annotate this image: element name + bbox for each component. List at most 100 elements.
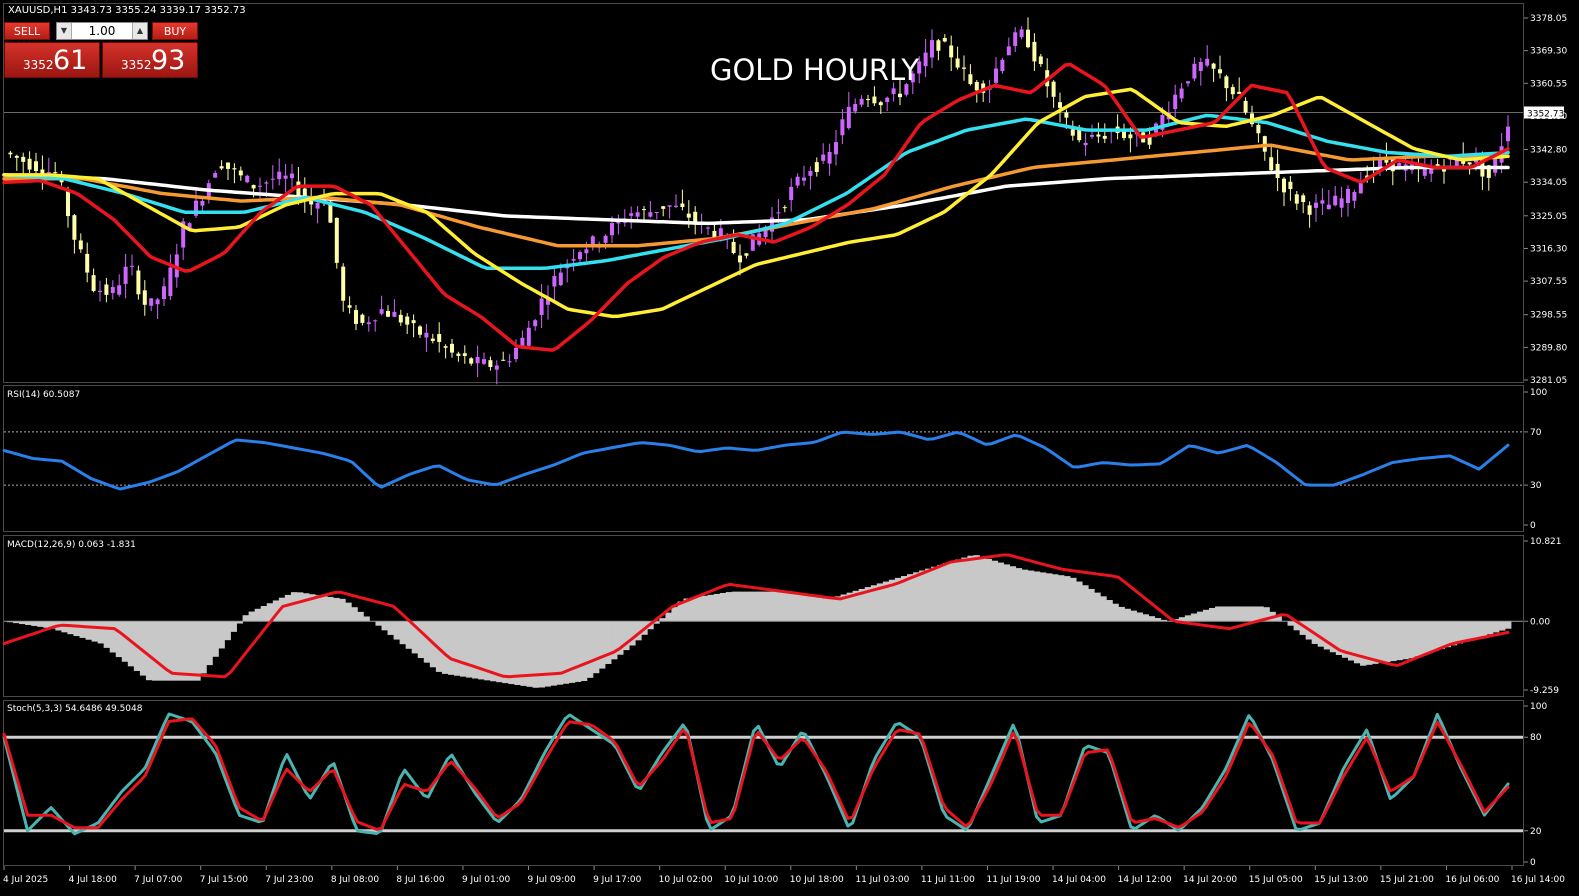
macd-bar xyxy=(629,621,636,646)
bear-candle xyxy=(1486,165,1491,178)
bull-candle xyxy=(1506,126,1510,142)
macd-bar xyxy=(417,621,425,659)
bear-candle xyxy=(405,316,410,325)
bull-candle xyxy=(891,88,896,95)
bull-candle xyxy=(1346,188,1350,204)
macd-bar xyxy=(1124,608,1131,622)
macd-bar xyxy=(973,555,980,622)
bear-candle xyxy=(21,156,26,162)
macd-bar xyxy=(405,621,413,649)
buy-button[interactable]: BUY xyxy=(152,22,198,40)
macd-bar xyxy=(1070,577,1077,622)
rsi-panel[interactable]: 100 70 30 0 xyxy=(2,388,1547,531)
bull-candle xyxy=(603,235,608,243)
stoch-signal-line xyxy=(2,717,1510,831)
macd-bar xyxy=(339,598,346,622)
macd-bar xyxy=(913,572,920,622)
sell-price-box[interactable]: 3352 61 xyxy=(4,42,100,78)
macd-bar xyxy=(363,616,370,622)
macd-bar xyxy=(224,621,231,641)
lot-size-field[interactable]: ▼ 1.00 ▲ xyxy=(56,22,148,40)
macd-bar xyxy=(139,621,147,676)
bear-candle xyxy=(1269,157,1274,171)
time-tick-label: 9 Jul 09:00 xyxy=(528,875,577,885)
stoch-panel[interactable]: 100 80 20 0 xyxy=(2,702,1547,868)
bull-candle xyxy=(1090,134,1094,137)
bull-candle xyxy=(526,327,531,346)
bull-candle xyxy=(1205,58,1210,66)
bull-candle xyxy=(1326,204,1331,210)
macd-signal-line xyxy=(2,553,1510,679)
macd-bar xyxy=(876,583,884,622)
bull-candle xyxy=(1019,29,1024,38)
bear-candle xyxy=(1026,29,1030,48)
macd-bar xyxy=(1136,612,1143,622)
macd-bar xyxy=(1209,607,1216,622)
macd-bar xyxy=(695,596,703,622)
macd-bar xyxy=(1366,621,1373,665)
bear-candle xyxy=(232,168,237,170)
time-tick-label: 11 Jul 19:00 xyxy=(986,875,1040,885)
bear-candle xyxy=(1128,134,1133,139)
bull-candle xyxy=(667,205,672,207)
bear-candle xyxy=(738,255,742,263)
bear-candle xyxy=(878,102,883,106)
lot-increase-icon[interactable]: ▲ xyxy=(132,23,147,39)
macd-bar xyxy=(315,595,322,622)
bear-candle xyxy=(347,305,352,308)
macd-bar xyxy=(1450,621,1458,646)
bull-candle xyxy=(514,347,518,360)
time-tick-label: 15 Jul 05:00 xyxy=(1249,875,1303,885)
sell-price-prefix: 3352 xyxy=(23,58,54,72)
bear-candle xyxy=(1147,134,1152,145)
bear-candle xyxy=(66,188,70,217)
bear-candle xyxy=(712,230,717,239)
bear-candle xyxy=(219,166,224,169)
macd-bar xyxy=(822,598,829,622)
price-axis-tick-label: 3369.30 xyxy=(1530,47,1567,57)
macd-bar xyxy=(1378,621,1385,663)
sell-button[interactable]: SELL xyxy=(4,22,50,40)
bear-candle xyxy=(680,203,685,207)
macd-bar xyxy=(1154,618,1162,622)
buy-price-prefix: 3352 xyxy=(121,58,152,72)
macd-bar xyxy=(266,603,274,622)
bull-candle xyxy=(558,272,563,286)
bull-candle xyxy=(392,311,397,317)
macd-panel[interactable]: 10.821 0.00 -9.259 xyxy=(2,537,1562,696)
bull-candle xyxy=(539,298,544,315)
bull-candle xyxy=(706,227,710,229)
macd-bar xyxy=(387,621,394,635)
stoch-label: Stoch(5,3,3) 54.6486 49.5048 xyxy=(7,704,143,714)
macd-bar xyxy=(900,576,908,622)
stoch-axis-tick-label: 0 xyxy=(1530,858,1536,868)
bear-candle xyxy=(1243,100,1248,113)
macd-bar xyxy=(79,621,86,638)
buy-price-box[interactable]: 3352 93 xyxy=(102,42,198,78)
price-axis-tick-label: 3378.05 xyxy=(1530,14,1567,24)
bear-candle xyxy=(1058,102,1062,108)
macd-bar xyxy=(357,611,364,622)
macd-histogram xyxy=(7,555,1512,688)
bull-candle xyxy=(533,320,538,327)
lot-size-value[interactable]: 1.00 xyxy=(88,24,116,38)
macd-bar xyxy=(792,593,799,622)
macd-bar xyxy=(604,621,612,664)
bear-candle xyxy=(1230,87,1235,95)
bear-candle xyxy=(302,188,307,202)
time-tick-label: 16 Jul 06:00 xyxy=(1445,875,1499,885)
bull-candle xyxy=(373,320,378,322)
macd-bar xyxy=(254,608,262,622)
bull-candle xyxy=(1397,163,1402,168)
price-panel[interactable]: 3378.053369.303360.553351.803342.803334.… xyxy=(2,14,1567,386)
bull-candle xyxy=(258,185,262,187)
bull-candle xyxy=(270,178,275,180)
lot-decrease-icon[interactable]: ▼ xyxy=(57,23,72,39)
bear-candle xyxy=(104,284,109,295)
macd-bar xyxy=(151,621,159,681)
bear-candle xyxy=(437,334,442,342)
bull-candle xyxy=(590,236,595,246)
macd-bar xyxy=(1444,621,1452,648)
macd-bar xyxy=(689,597,696,622)
